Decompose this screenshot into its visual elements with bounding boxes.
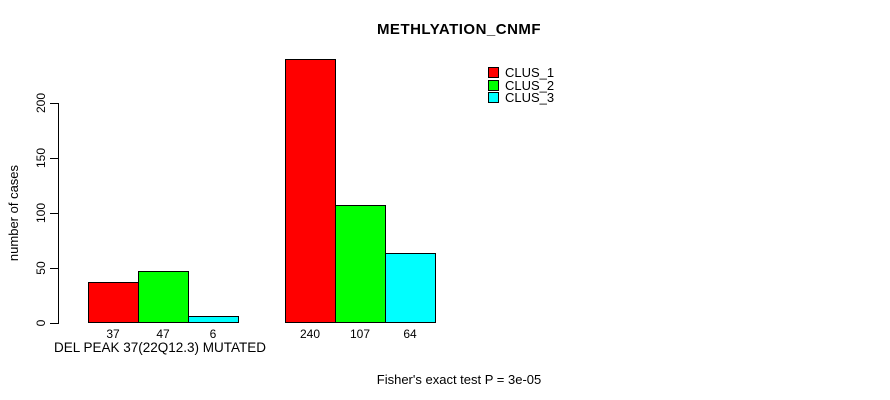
- bar-value-label: 240: [299, 327, 321, 341]
- y-tick-mark: [50, 323, 58, 324]
- chart-title: METHLYATION_CNMF: [376, 21, 542, 38]
- legend-swatch-clus_1: [488, 67, 499, 78]
- y-tick-label: 200: [34, 92, 48, 114]
- y-tick-label: 50: [34, 261, 48, 275]
- footnote-text: Fisher's exact test P = 3e-05: [376, 372, 542, 387]
- bar-value-label: 107: [349, 327, 371, 341]
- y-tick-label: 150: [34, 147, 48, 169]
- y-tick-mark: [50, 213, 58, 214]
- bar-clus_1-group1: [88, 282, 139, 323]
- bar-value-label: 6: [209, 327, 217, 341]
- bar-clus_3-group1: [188, 316, 239, 323]
- bar-value-label: 47: [156, 327, 170, 341]
- y-tick-mark: [50, 268, 58, 269]
- legend-swatch-clus_2: [488, 80, 499, 91]
- y-tick-label: 100: [34, 202, 48, 224]
- bar-value-label: 64: [403, 327, 417, 341]
- y-tick-mark: [50, 103, 58, 104]
- bar-clus_2-group1: [138, 271, 189, 323]
- y-tick-mark: [50, 158, 58, 159]
- legend-label-clus_1: CLUS_1: [505, 65, 555, 80]
- bar-clus_1-group2: [285, 59, 336, 323]
- y-axis-line: [58, 103, 59, 324]
- y-axis-title: number of cases: [6, 164, 21, 262]
- bar-value-label: 37: [106, 327, 120, 341]
- bar-clus_2-group2: [335, 205, 386, 323]
- legend-label-clus_3: CLUS_3: [505, 90, 555, 105]
- bar-clus_3-group2: [385, 253, 436, 323]
- legend-label-clus_2: CLUS_2: [505, 78, 555, 93]
- legend-swatch-clus_3: [488, 92, 499, 103]
- x-axis-title: DEL PEAK 37(22Q12.3) MUTATED: [53, 340, 267, 355]
